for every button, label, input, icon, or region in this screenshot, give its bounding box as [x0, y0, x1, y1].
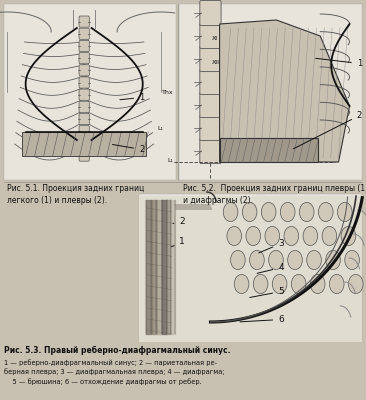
- Text: 2: 2: [112, 144, 144, 154]
- Text: L₁: L₁: [157, 126, 163, 131]
- Ellipse shape: [253, 274, 268, 294]
- FancyBboxPatch shape: [79, 28, 89, 39]
- FancyBboxPatch shape: [79, 40, 89, 52]
- FancyBboxPatch shape: [179, 4, 362, 180]
- Ellipse shape: [299, 202, 314, 222]
- FancyBboxPatch shape: [79, 114, 89, 125]
- FancyBboxPatch shape: [79, 52, 89, 64]
- Ellipse shape: [307, 250, 321, 270]
- Ellipse shape: [284, 226, 299, 246]
- Text: Thх: Thх: [162, 90, 174, 95]
- Text: 1: 1: [172, 237, 185, 247]
- Polygon shape: [174, 204, 212, 210]
- FancyBboxPatch shape: [79, 65, 89, 76]
- Ellipse shape: [303, 226, 318, 246]
- Ellipse shape: [272, 274, 287, 294]
- FancyBboxPatch shape: [200, 138, 221, 164]
- FancyBboxPatch shape: [139, 196, 362, 342]
- Text: L₁: L₁: [168, 158, 174, 163]
- Ellipse shape: [246, 226, 261, 246]
- FancyBboxPatch shape: [79, 77, 89, 88]
- Ellipse shape: [223, 202, 238, 222]
- Ellipse shape: [318, 202, 333, 222]
- Text: Рис. 5.1. Проекция задних границ
легкого (1) и плевры (2).: Рис. 5.1. Проекция задних границ легкого…: [7, 184, 145, 205]
- FancyBboxPatch shape: [22, 132, 146, 156]
- Ellipse shape: [227, 226, 242, 246]
- FancyBboxPatch shape: [200, 69, 221, 94]
- Ellipse shape: [348, 274, 363, 294]
- Text: XI: XI: [212, 36, 219, 41]
- FancyBboxPatch shape: [79, 150, 89, 161]
- Ellipse shape: [322, 226, 337, 246]
- Ellipse shape: [337, 202, 352, 222]
- Ellipse shape: [265, 226, 280, 246]
- Ellipse shape: [329, 274, 344, 294]
- Ellipse shape: [231, 250, 245, 270]
- Ellipse shape: [234, 274, 249, 294]
- Ellipse shape: [250, 250, 264, 270]
- FancyBboxPatch shape: [79, 101, 89, 112]
- Ellipse shape: [269, 250, 283, 270]
- FancyBboxPatch shape: [200, 46, 221, 72]
- Text: 1: 1: [316, 58, 362, 68]
- FancyBboxPatch shape: [79, 16, 89, 27]
- FancyBboxPatch shape: [200, 0, 221, 26]
- Text: Рис. 5.2.  Проекция задних границ плевры (1)
и диафрагмы (2).: Рис. 5.2. Проекция задних границ плевры …: [183, 184, 366, 205]
- FancyBboxPatch shape: [139, 194, 362, 340]
- Ellipse shape: [291, 274, 306, 294]
- Text: 2: 2: [294, 111, 362, 149]
- FancyBboxPatch shape: [220, 138, 318, 162]
- Ellipse shape: [261, 202, 276, 222]
- Ellipse shape: [280, 202, 295, 222]
- Text: Рис. 5.3. Правый реберно-диафрагмальный синус.: Рис. 5.3. Правый реберно-диафрагмальный …: [4, 346, 230, 355]
- Text: 6: 6: [240, 315, 284, 324]
- FancyBboxPatch shape: [79, 126, 89, 137]
- FancyBboxPatch shape: [200, 23, 221, 49]
- Polygon shape: [220, 20, 350, 162]
- FancyBboxPatch shape: [79, 138, 89, 149]
- Ellipse shape: [345, 250, 359, 270]
- Ellipse shape: [242, 202, 257, 222]
- Ellipse shape: [341, 226, 356, 246]
- Text: 4: 4: [257, 263, 284, 273]
- FancyBboxPatch shape: [79, 89, 89, 100]
- Text: XII: XII: [212, 60, 220, 65]
- Text: 1 — реберно-диафрагмальный синус; 2 — париетальная ре-
берная плевра; 3 — диафра: 1 — реберно-диафрагмальный синус; 2 — па…: [4, 359, 224, 384]
- Ellipse shape: [288, 250, 302, 270]
- Text: 2: 2: [173, 217, 185, 226]
- FancyBboxPatch shape: [4, 4, 176, 180]
- Ellipse shape: [326, 250, 340, 270]
- FancyBboxPatch shape: [200, 115, 221, 140]
- Ellipse shape: [310, 274, 325, 294]
- Text: 3: 3: [259, 239, 284, 253]
- Text: 1: 1: [120, 93, 144, 102]
- Text: 5: 5: [250, 287, 284, 298]
- FancyBboxPatch shape: [200, 92, 221, 118]
